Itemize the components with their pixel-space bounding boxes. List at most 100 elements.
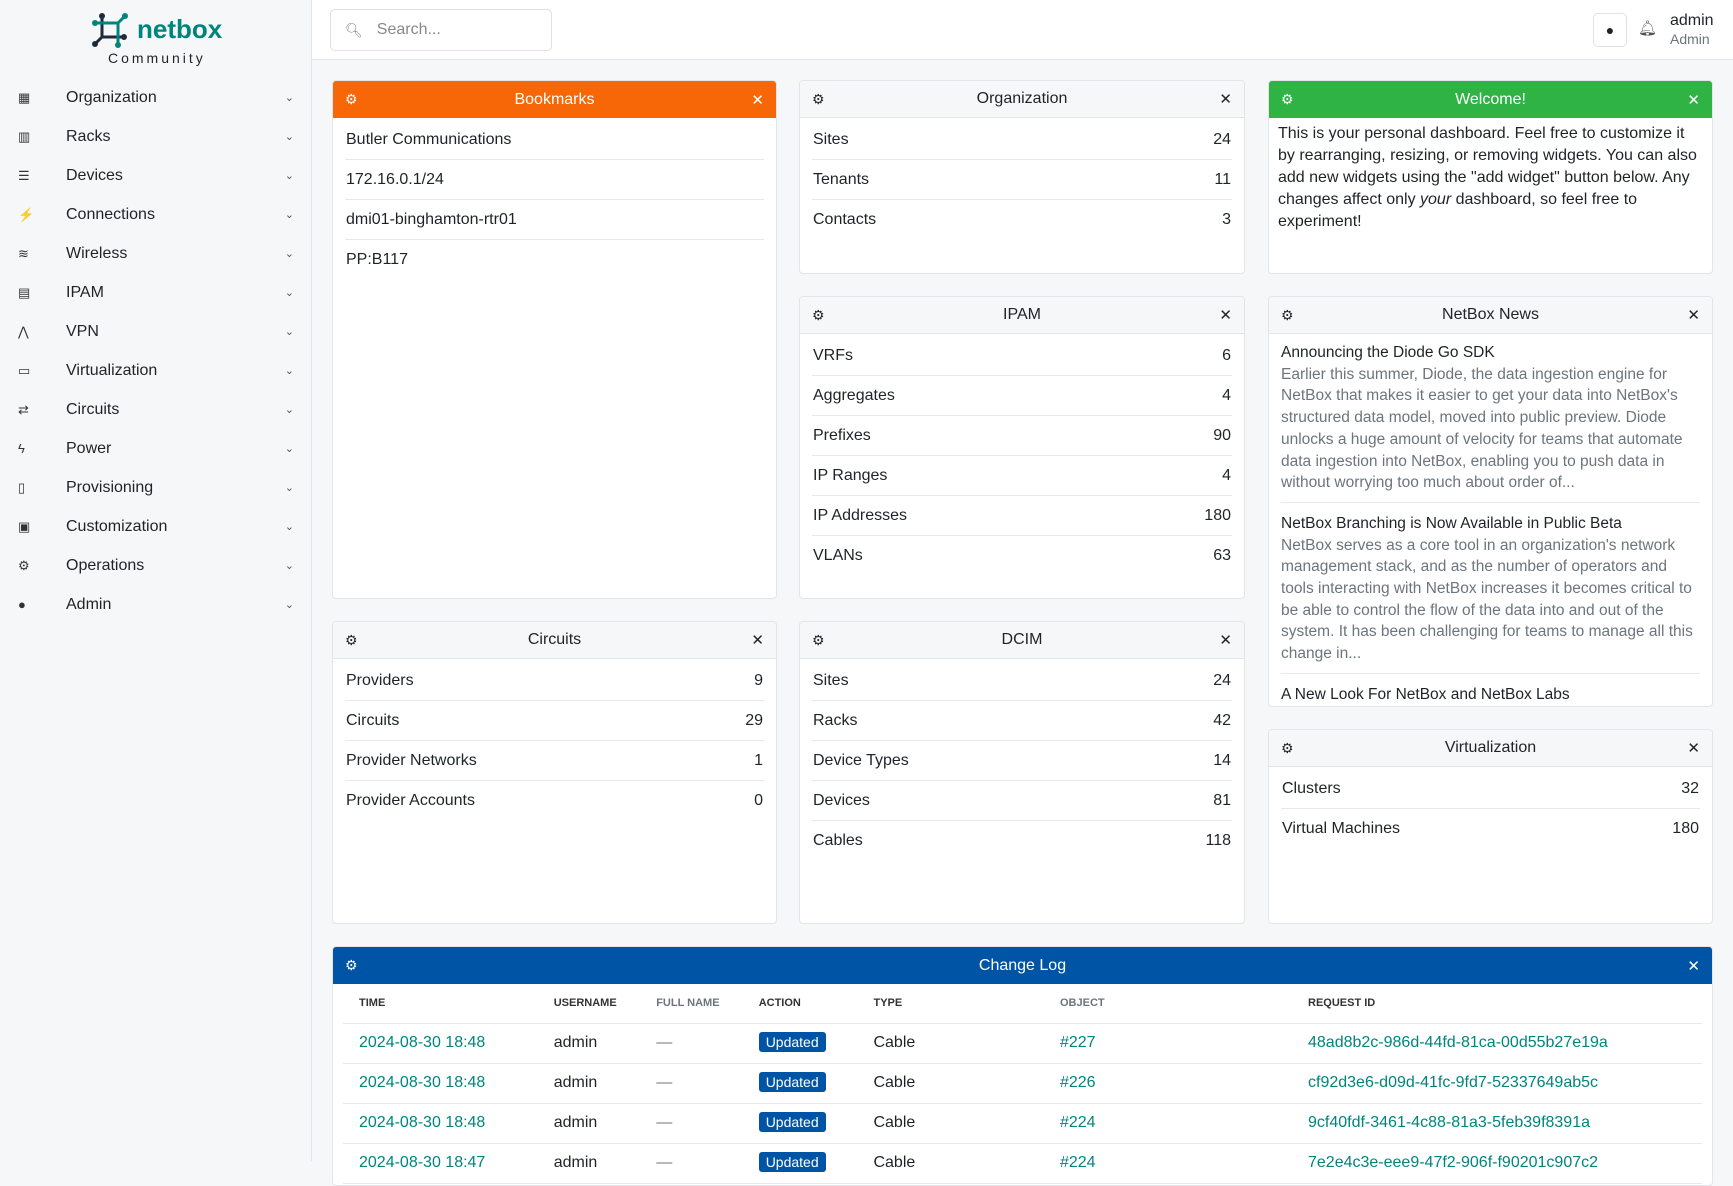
gear-icon[interactable]: ⚙ [812,90,825,107]
widget-header[interactable]: ⚙ IPAM ✕ [800,297,1244,334]
stat-row-provider-networks[interactable]: Provider Networks 1 [345,741,764,781]
gear-icon[interactable]: ⚙ [812,306,825,323]
sidebar-item-racks[interactable]: ▥ Racks ⌄ [0,117,312,156]
sidebar-item-customization[interactable]: ▣ Customization ⌄ [0,507,312,546]
stat-row-sites[interactable]: Sites 24 [812,661,1232,701]
stat-row-cables[interactable]: Cables 118 [812,821,1232,861]
close-icon[interactable]: ✕ [751,91,764,109]
sidebar-item-connections[interactable]: ⚡ Connections ⌄ [0,195,312,234]
stat-row-clusters[interactable]: Clusters 32 [1281,769,1700,809]
time-link[interactable]: 2024-08-30 18:47 [359,1154,486,1171]
column-header-action[interactable]: ACTION [742,984,858,1024]
widget-header[interactable]: ⚙ Organization ✕ [800,81,1244,118]
stat-row-racks[interactable]: Racks 42 [812,701,1232,741]
object-link[interactable]: #226 [1059,1074,1096,1091]
gear-icon[interactable]: ⚙ [345,957,358,973]
stat-row-contacts[interactable]: Contacts 3 [812,200,1232,240]
bookmark-link[interactable]: Butler Communications [345,120,764,160]
stat-row-sites[interactable]: Sites 24 [812,120,1232,160]
close-icon[interactable]: ✕ [1219,632,1232,649]
sidebar-item-ipam[interactable]: ▤ IPAM ⌄ [0,273,312,312]
widget-header[interactable]: ⚙ Welcome! ✕ [1269,81,1712,118]
stat-label: Aggregates [813,386,895,404]
close-icon[interactable]: ✕ [1687,740,1700,757]
time-link[interactable]: 2024-08-30 18:48 [359,1114,486,1131]
stat-row-ip-addresses[interactable]: IP Addresses 180 [812,496,1232,536]
sidebar-item-vpn[interactable]: ⋀ VPN ⌄ [0,312,312,351]
stat-row-circuits[interactable]: Circuits 29 [345,701,764,741]
sidebar-item-operations[interactable]: ⚙ Operations ⌄ [0,546,312,585]
close-icon[interactable]: ✕ [751,632,764,649]
close-icon[interactable]: ✕ [1687,91,1700,109]
bookmark-link[interactable]: 172.16.0.1/24 [345,160,764,200]
gear-icon[interactable]: ⚙ [1281,739,1294,756]
request-id-link[interactable]: 7e2e4c3e-eee9-47f2-906f-f90201c907c2 [1308,1154,1599,1171]
bookmark-link[interactable]: PP:B117 [345,240,764,280]
bookmark-link[interactable]: dmi01-binghamton-rtr01 [345,200,764,240]
widget-header[interactable]: ⚙ Bookmarks ✕ [333,81,776,118]
stat-row-aggregates[interactable]: Aggregates 4 [812,376,1232,416]
sidebar-item-circuits[interactable]: ⇄ Circuits ⌄ [0,390,312,429]
netbox-logo[interactable]: netbox Community [92,12,222,70]
close-icon[interactable]: ✕ [1687,307,1700,324]
widget-title: Organization [976,90,1068,107]
column-header-object[interactable]: OBJECT [1043,984,1292,1024]
object-link[interactable]: #224 [1059,1154,1096,1171]
bell-icon[interactable]: 🔔︎ [1638,20,1658,37]
stat-label: Sites [813,130,849,148]
column-header-type[interactable]: TYPE [857,984,1044,1024]
stat-row-providers[interactable]: Providers 9 [345,661,764,701]
sidebar-item-wireless[interactable]: ≋ Wireless ⌄ [0,234,312,273]
close-icon[interactable]: ✕ [1219,91,1232,108]
stat-row-virtual-machines[interactable]: Virtual Machines 180 [1281,809,1700,849]
widget-header[interactable]: ⚙ Circuits ✕ [333,622,776,659]
widget-header[interactable]: ⚙ Change Log ✕ [333,947,1712,984]
stat-row-provider-accounts[interactable]: Provider Accounts 0 [345,781,764,821]
stat-label: Clusters [1282,779,1341,797]
stat-row-vlans[interactable]: VLANs 63 [812,536,1232,576]
news-title-link[interactable]: Announcing the Diode Go SDK [1281,344,1495,361]
widget-header[interactable]: ⚙ Virtualization ✕ [1269,730,1712,767]
widget-header[interactable]: ⚙ NetBox News ✕ [1269,297,1712,334]
theme-toggle-button[interactable]: ● [1593,13,1627,47]
stat-row-tenants[interactable]: Tenants 11 [812,160,1232,200]
column-header-username[interactable]: USERNAME [537,984,641,1024]
sidebar-item-label: Circuits [66,400,120,418]
search-input[interactable]: 🔍︎ Search... [330,9,552,51]
time-link[interactable]: 2024-08-30 18:48 [359,1074,486,1091]
request-id-link[interactable]: 9cf40fdf-3461-4c88-81a3-5feb39f8391a [1308,1114,1590,1131]
close-icon[interactable]: ✕ [1219,307,1232,324]
object-link[interactable]: #227 [1059,1034,1096,1051]
gear-icon[interactable]: ⚙ [345,91,358,107]
column-header-time[interactable]: TIME [343,984,538,1024]
column-header-request-id[interactable]: REQUEST ID [1292,984,1702,1024]
gear-icon[interactable]: ⚙ [345,631,358,648]
sidebar-item-devices[interactable]: ☰ Devices ⌄ [0,156,312,195]
news-title-link[interactable]: A New Look For NetBox and NetBox Labs [1281,685,1570,703]
sidebar-item-provisioning[interactable]: ▯ Provisioning ⌄ [0,468,312,507]
close-icon[interactable]: ✕ [1687,957,1700,975]
column-header-full-name[interactable]: FULL NAME [640,984,743,1024]
user-menu[interactable]: admin Admin [1670,12,1714,48]
widget-header[interactable]: ⚙ DCIM ✕ [800,622,1244,659]
sidebar-item-admin[interactable]: ● Admin ⌄ [0,585,312,624]
gear-icon[interactable]: ⚙ [812,631,825,648]
stat-row-device-types[interactable]: Device Types 14 [812,741,1232,781]
stat-row-vrfs[interactable]: VRFs 6 [812,336,1232,376]
request-id-link[interactable]: 48ad8b2c-986d-44fd-81ca-00d55b27e19a [1308,1034,1608,1051]
news-title-link[interactable]: NetBox Branching is Now Available in Pub… [1281,514,1622,532]
request-id-link[interactable]: cf92d3e6-d09d-41fc-9fd7-52337649ab5c [1308,1074,1599,1091]
stat-count: 14 [1213,751,1231,769]
stat-row-devices[interactable]: Devices 81 [812,781,1232,821]
time-link[interactable]: 2024-08-30 18:48 [359,1034,486,1051]
cell: Cable [857,1143,1044,1184]
sidebar-item-power[interactable]: ϟ Power ⌄ [0,429,312,468]
gear-icon[interactable]: ⚙ [1281,91,1294,107]
object-link[interactable]: #224 [1059,1114,1096,1131]
cell: 48ad8b2c-986d-44fd-81ca-00d55b27e19a [1292,1023,1702,1064]
gear-icon[interactable]: ⚙ [1281,306,1294,323]
stat-row-ip-ranges[interactable]: IP Ranges 4 [812,456,1232,496]
sidebar-item-virtualization[interactable]: ▭ Virtualization ⌄ [0,351,312,390]
sidebar-item-organization[interactable]: ▦ Organization ⌄ [0,78,312,117]
stat-row-prefixes[interactable]: Prefixes 90 [812,416,1232,456]
